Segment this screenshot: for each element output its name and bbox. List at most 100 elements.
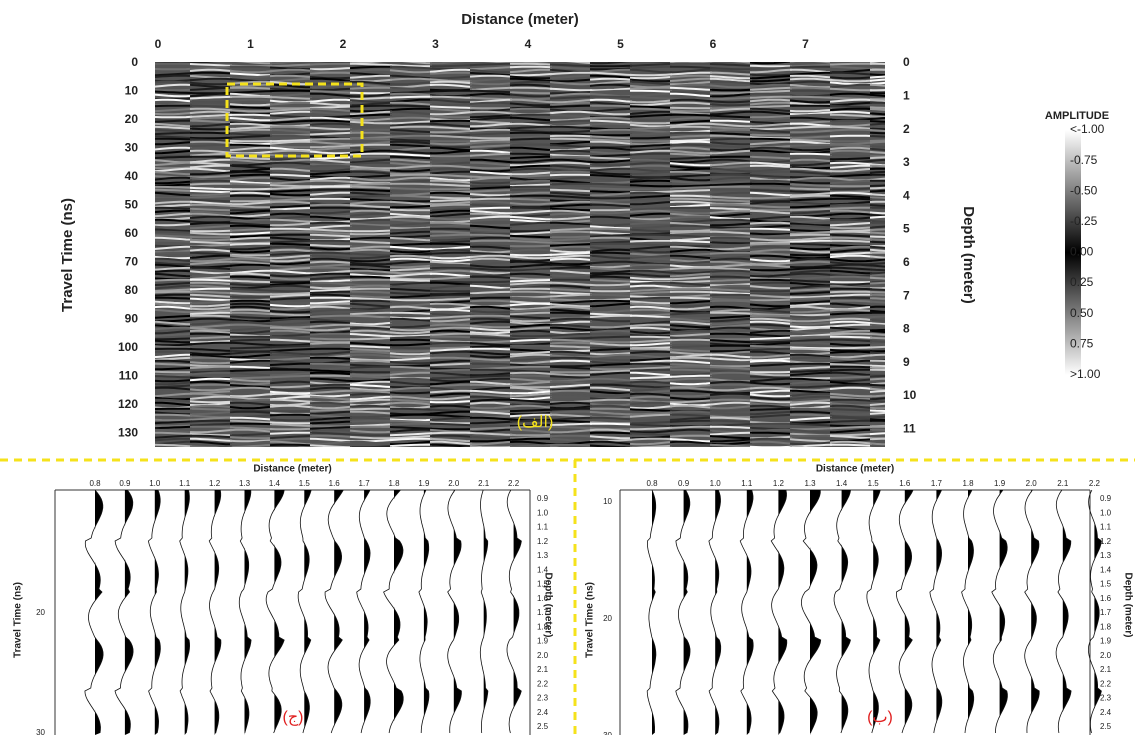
reflection bbox=[309, 110, 352, 116]
reflection bbox=[509, 374, 553, 378]
reflection bbox=[549, 422, 593, 427]
trace-fill bbox=[214, 490, 221, 735]
reflection bbox=[229, 410, 273, 414]
x-tick-label: 1.6 bbox=[899, 479, 911, 488]
reflection bbox=[869, 397, 885, 401]
reflection bbox=[709, 423, 753, 427]
reflection bbox=[269, 227, 313, 231]
reflection bbox=[749, 116, 793, 122]
reflection bbox=[869, 78, 885, 82]
trace bbox=[447, 489, 462, 734]
reflection bbox=[549, 78, 593, 83]
reflection bbox=[789, 86, 833, 90]
reflection bbox=[669, 110, 712, 116]
reflection bbox=[789, 162, 833, 167]
reflection bbox=[155, 434, 193, 439]
reflection bbox=[189, 143, 233, 148]
reflection bbox=[709, 155, 753, 159]
trace bbox=[238, 490, 252, 734]
reflection bbox=[509, 385, 553, 389]
reflection bbox=[749, 122, 793, 128]
reflection bbox=[790, 384, 833, 389]
reflection bbox=[510, 98, 553, 104]
reflection bbox=[229, 208, 273, 212]
reflection bbox=[869, 164, 885, 168]
reflection bbox=[309, 77, 353, 82]
reflection bbox=[549, 401, 593, 405]
reflection bbox=[789, 356, 833, 360]
reflection bbox=[349, 373, 393, 377]
reflection bbox=[229, 242, 272, 246]
reflection bbox=[749, 164, 793, 169]
reflection bbox=[269, 138, 313, 143]
reflection bbox=[550, 263, 593, 268]
reflection bbox=[189, 140, 233, 145]
reflection bbox=[629, 326, 673, 331]
reflection bbox=[155, 245, 193, 250]
reflection bbox=[430, 146, 473, 152]
reflection bbox=[190, 309, 233, 314]
reflection bbox=[269, 119, 313, 124]
reflection bbox=[549, 144, 593, 149]
reflection bbox=[789, 246, 833, 251]
reflection bbox=[789, 236, 833, 242]
reflection bbox=[469, 181, 513, 185]
reflection bbox=[269, 356, 313, 362]
reflection bbox=[789, 158, 833, 163]
reflection bbox=[790, 427, 833, 431]
reflection bbox=[709, 302, 753, 306]
reflection bbox=[829, 365, 873, 369]
reflection bbox=[509, 113, 553, 117]
reflection bbox=[789, 170, 833, 176]
reflection bbox=[589, 223, 633, 227]
reflection bbox=[869, 179, 885, 182]
reflection bbox=[155, 107, 193, 113]
reflection bbox=[789, 194, 833, 198]
reflection bbox=[549, 185, 593, 190]
reflection bbox=[749, 258, 793, 263]
reflection bbox=[549, 203, 593, 208]
reflection bbox=[509, 419, 552, 423]
reflection bbox=[269, 140, 313, 145]
reflection bbox=[789, 413, 833, 417]
reflection bbox=[309, 266, 353, 270]
reflection bbox=[349, 62, 393, 67]
reflection bbox=[349, 120, 392, 125]
reflection bbox=[589, 309, 633, 314]
reflection bbox=[629, 269, 673, 274]
reflection bbox=[429, 293, 473, 297]
reflection bbox=[269, 380, 313, 385]
y-tick-label: 20 bbox=[603, 614, 612, 623]
reflection bbox=[469, 401, 513, 406]
reflection bbox=[549, 341, 593, 345]
reflection bbox=[229, 323, 273, 328]
reflection bbox=[509, 386, 553, 392]
reflection bbox=[670, 320, 713, 326]
reflection bbox=[269, 215, 313, 221]
reflection bbox=[469, 310, 513, 314]
x-tick-label: 2.0 bbox=[1026, 479, 1038, 488]
reflection bbox=[469, 283, 513, 287]
reflection bbox=[270, 326, 313, 332]
reflection bbox=[709, 411, 753, 416]
reflection bbox=[155, 266, 193, 271]
reflection bbox=[870, 350, 885, 353]
reflection bbox=[669, 122, 713, 127]
reflection bbox=[829, 342, 873, 347]
reflection bbox=[870, 271, 885, 275]
reflection bbox=[509, 202, 553, 206]
reflection bbox=[789, 287, 833, 292]
y2-tick-label: 2.5 bbox=[1100, 722, 1112, 731]
reflection bbox=[509, 209, 553, 215]
reflection bbox=[829, 402, 873, 407]
reflection bbox=[389, 349, 433, 353]
reflection bbox=[709, 222, 753, 227]
reflection bbox=[589, 404, 633, 409]
reflection bbox=[629, 257, 673, 262]
reflection bbox=[269, 173, 313, 178]
reflection bbox=[749, 232, 793, 236]
reflection bbox=[269, 212, 313, 216]
reflection bbox=[155, 131, 193, 136]
reflection bbox=[549, 230, 593, 234]
reflection bbox=[389, 92, 433, 97]
